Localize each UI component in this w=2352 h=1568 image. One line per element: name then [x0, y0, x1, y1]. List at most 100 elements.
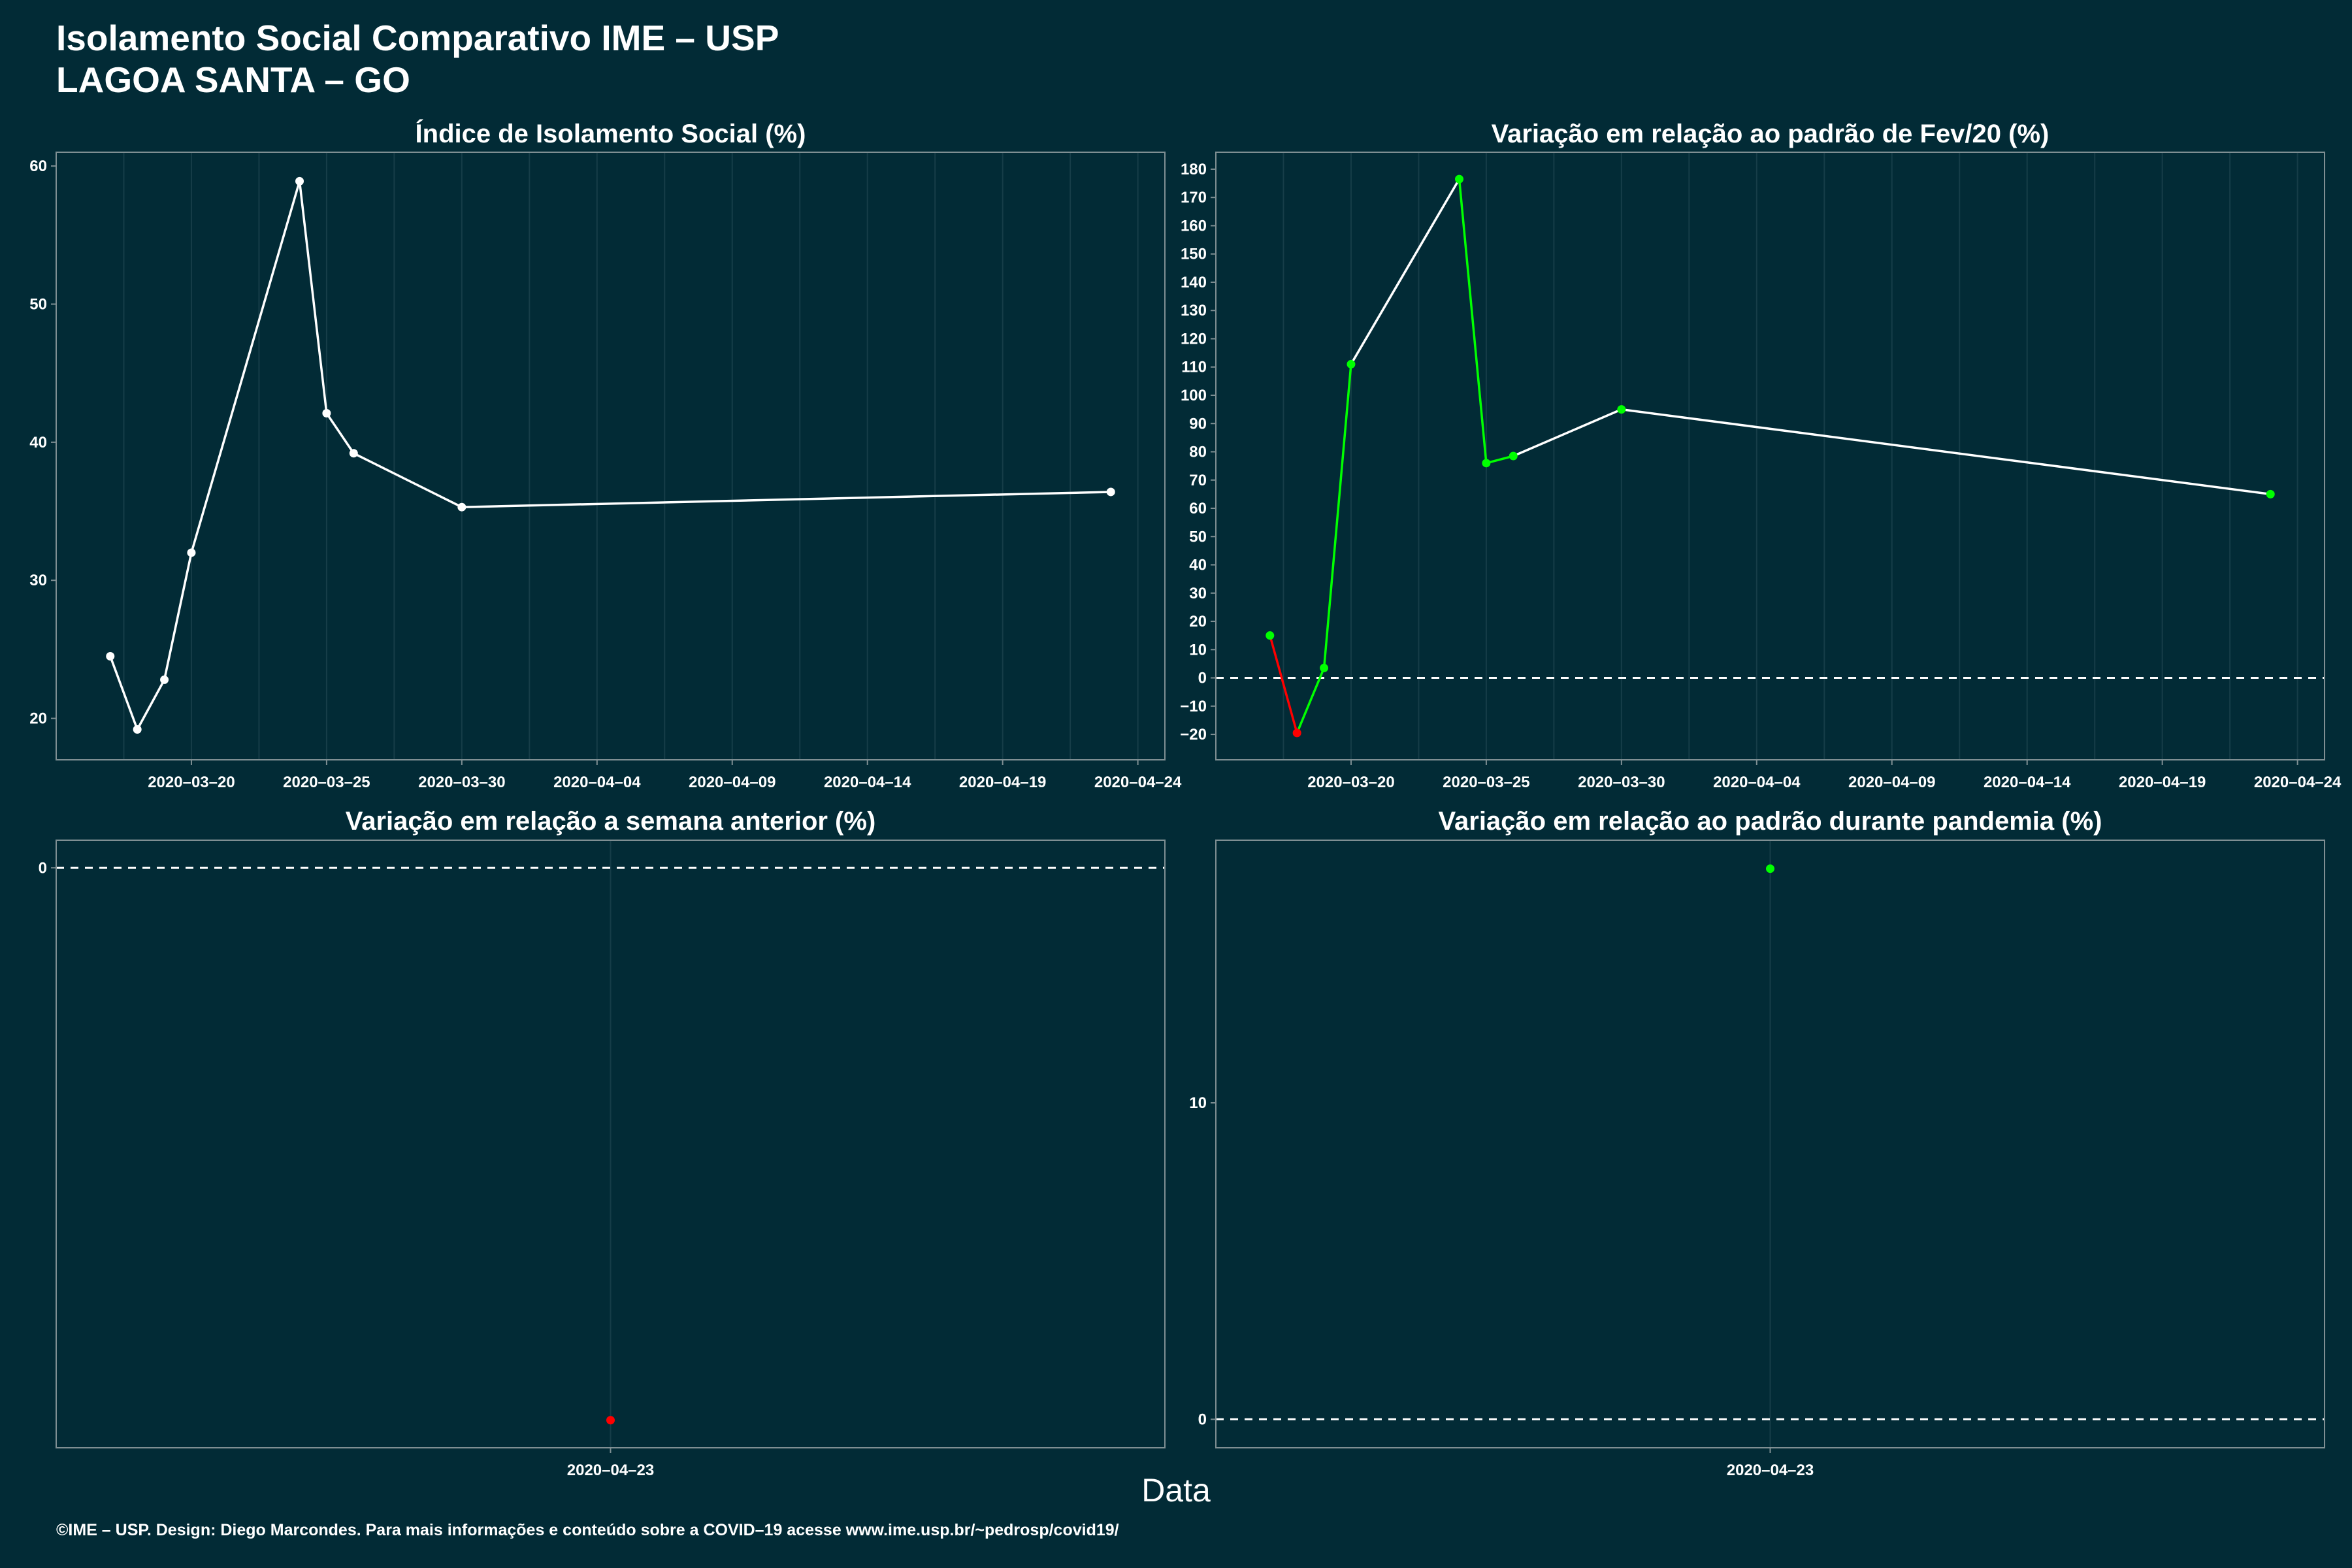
y-tick-label: 10 [1189, 1094, 1207, 1112]
data-point [1106, 487, 1115, 497]
panel-border [1215, 152, 2325, 760]
panel-2: Variação em relação ao padrão de Fev/20 … [1180, 120, 2342, 791]
shared-x-axis-label: Data [1141, 1472, 1211, 1509]
y-tick-label: 40 [29, 434, 47, 451]
y-tick-label: 70 [1189, 472, 1207, 489]
data-point [2266, 489, 2275, 498]
figure-title: Isolamento Social Comparativo IME – USP … [56, 17, 779, 101]
panel-border [56, 152, 1166, 760]
data-point [160, 675, 169, 684]
series-line-segment [298, 181, 328, 414]
x-tick-label: 2020–04–09 [1848, 774, 1935, 791]
y-tick-label: 90 [1189, 415, 1207, 433]
data-point [349, 449, 358, 458]
series-line-segment [1621, 408, 2271, 496]
y-tick-label: 110 [1181, 359, 1207, 376]
y-tick-label: 120 [1181, 330, 1207, 348]
data-point [1320, 663, 1329, 672]
y-tick-label: 140 [1181, 274, 1207, 291]
y-tick-label: 60 [1189, 500, 1207, 517]
data-point [1482, 459, 1491, 468]
y-tick-label: −10 [1180, 698, 1207, 715]
series-line-segment [136, 679, 166, 730]
y-tick-label: 130 [1181, 302, 1207, 319]
y-tick-label: 50 [29, 296, 47, 314]
data-point [1292, 728, 1301, 738]
panel-1: Índice de Isolamento Social (%) 20 30 40 50 6… [29, 119, 1182, 791]
panel-3: Variação em relação a semana anterior (%… [39, 807, 1166, 1479]
x-tick-label: 2020–03–20 [148, 774, 235, 791]
y-tick-label: 30 [29, 572, 47, 589]
series-line-segment [1296, 667, 1326, 734]
y-tick-label: 80 [1189, 444, 1207, 461]
x-tick-label: 2020–04–14 [1984, 774, 2071, 791]
x-tick-label: 2020–04–04 [553, 774, 641, 791]
x-tick-label: 2020–04–24 [2254, 774, 2342, 791]
y-tick-label: 180 [1181, 161, 1207, 178]
data-point [187, 548, 196, 557]
data-point [1509, 451, 1518, 461]
y-tick-label: 40 [1189, 557, 1207, 574]
y-tick-label: 20 [1189, 613, 1207, 630]
data-point [133, 725, 142, 734]
series-line-segment [1350, 178, 1461, 365]
x-tick-label: 2020–03–25 [283, 774, 370, 791]
panel-title: Variação em relação a semana anterior (%… [346, 807, 876, 836]
data-point [1617, 405, 1626, 414]
series-line-segment [1269, 635, 1298, 734]
y-tick-label: −20 [1180, 726, 1207, 743]
data-point [1455, 174, 1464, 184]
x-tick-label: 2020–03–30 [418, 774, 505, 791]
x-tick-label: 2020–04–23 [1727, 1462, 1814, 1479]
series-line-segment [461, 491, 1111, 508]
data-point [295, 176, 304, 186]
series-line-segment [1322, 364, 1352, 668]
panel-title: Variação em relação ao padrão de Fev/20 … [1492, 120, 2050, 148]
panel-title: Índice de Isolamento Social (%) [416, 119, 806, 148]
series-line-segment [1458, 178, 1488, 463]
x-tick-label: 2020–04–24 [1094, 774, 1182, 791]
y-tick-label: 0 [1198, 1411, 1207, 1428]
y-tick-label: 30 [1189, 585, 1207, 602]
data-point [606, 1416, 615, 1425]
series-line-segment [353, 452, 463, 508]
series-line-segment [190, 180, 301, 553]
series-line-segment [163, 552, 193, 680]
y-tick-label: 10 [1189, 641, 1207, 659]
x-tick-label: 2020–04–14 [824, 774, 911, 791]
y-tick-label: 50 [1189, 528, 1207, 546]
panel-title: Variação em relação ao padrão durante pa… [1439, 807, 2102, 836]
y-tick-label: 0 [39, 859, 47, 877]
x-tick-label: 2020–04–19 [959, 774, 1046, 791]
series-line-segment [1486, 455, 1514, 465]
data-point [106, 651, 115, 661]
y-tick-label: 60 [29, 157, 47, 175]
data-point [1347, 359, 1356, 368]
x-tick-label: 2020–04–23 [567, 1462, 654, 1479]
x-tick-label: 2020–04–04 [1713, 774, 1801, 791]
credits-caption: ©IME – USP. Design: Diego Marcondes. Par… [56, 1521, 1119, 1539]
x-tick-label: 2020–03–30 [1578, 774, 1665, 791]
x-tick-label: 2020–04–09 [689, 774, 776, 791]
series-line-segment [1512, 408, 1622, 457]
x-tick-label: 2020–03–20 [1307, 774, 1394, 791]
x-tick-label: 2020–03–25 [1443, 774, 1529, 791]
x-tick-label: 2020–04–19 [2119, 774, 2206, 791]
data-point [1766, 864, 1774, 874]
y-tick-label: 20 [29, 710, 47, 728]
y-tick-label: 170 [1181, 189, 1207, 206]
data-point [1266, 631, 1275, 640]
y-tick-label: 0 [1198, 670, 1207, 687]
data-point [322, 408, 331, 417]
series-line-segment [325, 412, 355, 454]
y-tick-label: 100 [1181, 387, 1207, 404]
y-tick-label: 160 [1181, 217, 1207, 235]
figure-title-line1: Isolamento Social Comparativo IME – USP [56, 18, 779, 58]
series-line-segment [109, 655, 139, 730]
figure-title-line2: LAGOA SANTA – GO [56, 59, 410, 100]
panel-4: Variação em relação ao padrão durante pa… [1189, 807, 2325, 1479]
data-point [457, 502, 466, 512]
y-tick-label: 150 [1181, 246, 1207, 263]
